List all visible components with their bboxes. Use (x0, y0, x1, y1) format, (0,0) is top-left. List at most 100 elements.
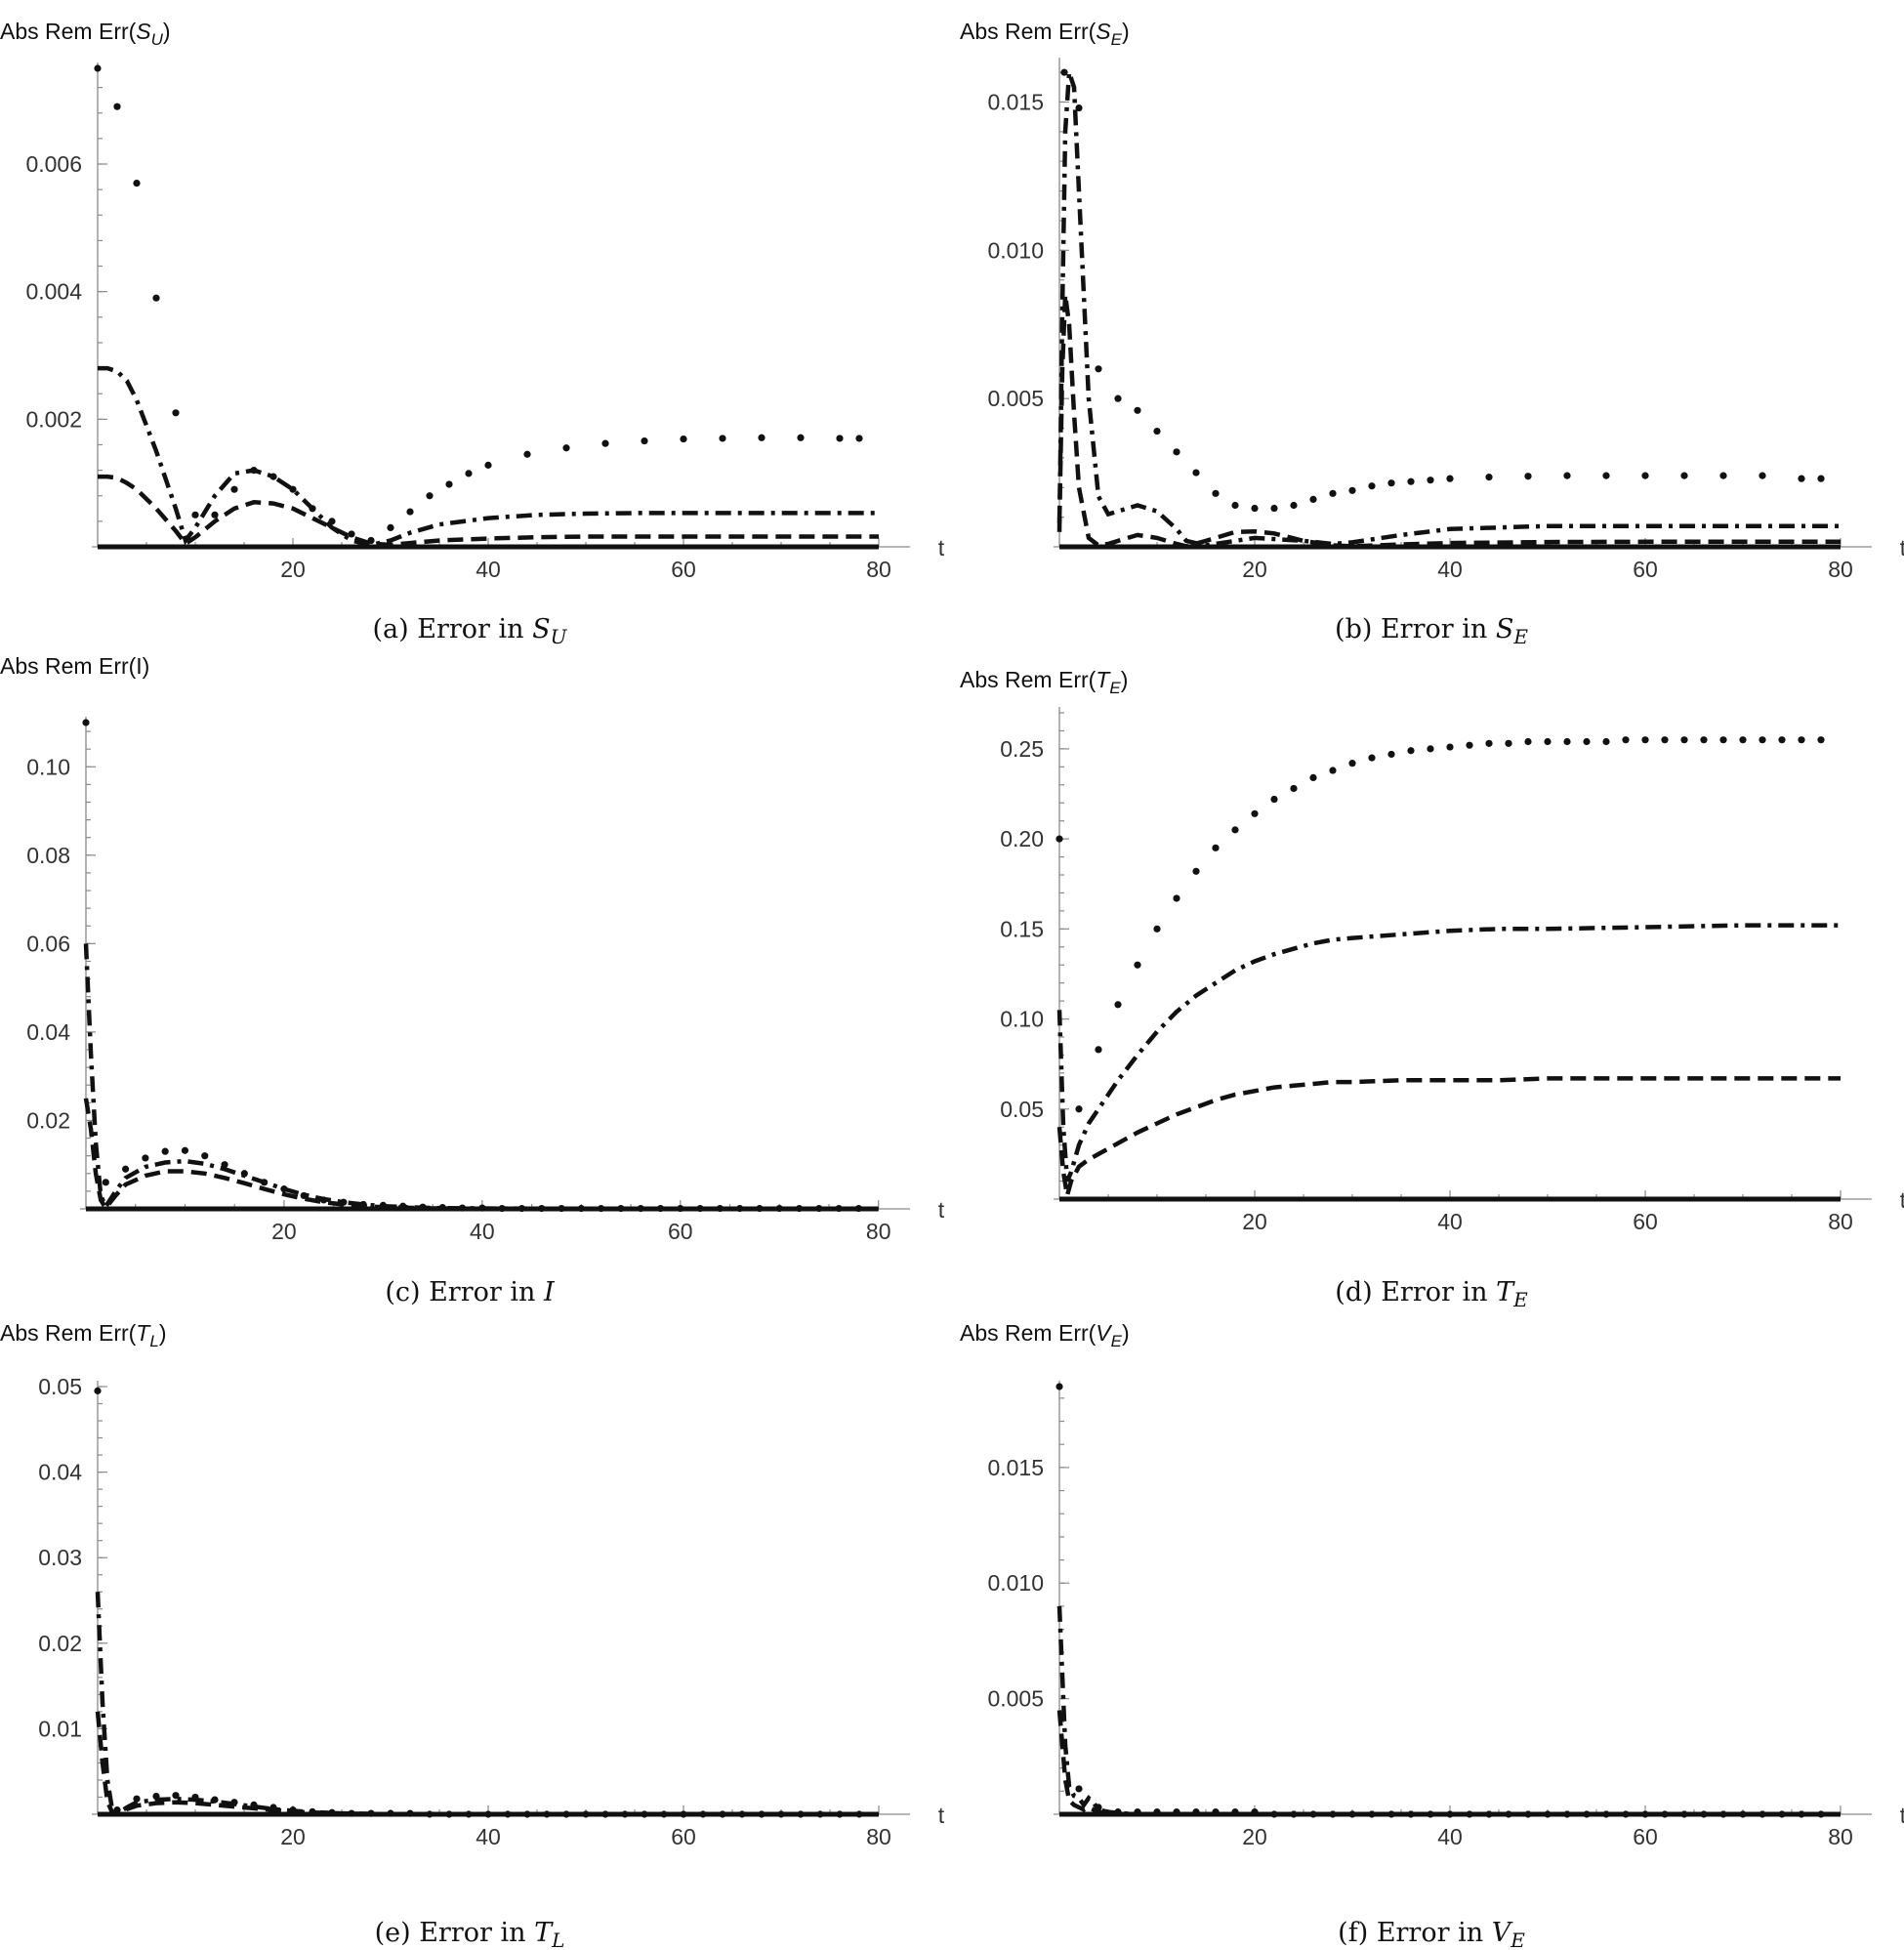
y-tick-label: 0.25 (1000, 736, 1044, 762)
series-dashed (1056, 1710, 1841, 1817)
x-tick-label: 60 (1633, 1824, 1658, 1849)
y-tick-label: 0.05 (38, 1374, 82, 1399)
y-axis-label: Abs Rem Err(VE) (960, 1320, 1130, 1350)
data-point (1075, 1785, 1083, 1793)
data-point (387, 523, 394, 532)
data-point (1114, 394, 1122, 402)
data-point (758, 434, 766, 441)
data-point (1817, 475, 1825, 482)
y-tick-label: 0.10 (26, 754, 70, 779)
data-point (1231, 826, 1239, 834)
x-tick-label: 20 (1242, 1209, 1267, 1234)
x-tick-label: 20 (1242, 557, 1267, 582)
data-point (133, 180, 141, 187)
data-point (1427, 745, 1434, 753)
series-dashed (1056, 1076, 1841, 1196)
data-point (1212, 844, 1220, 851)
data-point (1153, 427, 1161, 436)
y-axis-label: Abs Rem Err(SU) (0, 19, 171, 49)
y-tick-label: 0.02 (38, 1631, 82, 1656)
panel-c: 0.02 0.04 0.06 0.08 0.10 20 40 60 80 t Abs Rem Err… (0, 653, 945, 1307)
data-point (484, 461, 492, 469)
data-point (1270, 504, 1278, 513)
data-point (1134, 961, 1141, 969)
x-tick-label: 20 (271, 1219, 297, 1244)
data-point (1778, 736, 1786, 744)
data-point (1348, 486, 1356, 494)
data-point (1544, 737, 1552, 746)
data-point (1329, 489, 1337, 497)
panel-caption: (c) Error in I (385, 1277, 556, 1307)
panel-caption: (d) Error in TE (1335, 1277, 1528, 1311)
data-point (113, 103, 121, 110)
data-point (1173, 448, 1180, 456)
data-point (1485, 474, 1493, 481)
data-point (1466, 741, 1473, 749)
data-point (1427, 477, 1434, 484)
y-tick-label: 0.04 (38, 1460, 82, 1485)
data-point (601, 439, 609, 447)
series-dash-dot (1056, 1605, 1841, 1817)
data-point (1485, 739, 1493, 747)
y-axis-label: Abs Rem Err(TL) (0, 1320, 167, 1350)
data-point (1798, 475, 1805, 482)
data-point (181, 1146, 189, 1154)
data-point (348, 530, 355, 538)
series-dash-dot (1056, 923, 1841, 1182)
data-point (1134, 406, 1141, 414)
data-point (445, 480, 453, 488)
x-tick-label: 80 (866, 1824, 891, 1849)
y-tick-label: 0.08 (26, 843, 70, 868)
data-point (152, 294, 160, 302)
data-point (426, 492, 434, 500)
x-axis-label: t (1900, 1187, 1904, 1213)
data-point (465, 470, 473, 477)
data-point (82, 719, 90, 726)
y-axis-label: Abs Rem Err(TE) (960, 667, 1128, 697)
data-point (1700, 736, 1708, 744)
data-point (719, 435, 726, 442)
data-point (1759, 736, 1766, 744)
x-tick-label: 20 (280, 1824, 306, 1849)
data-point (1407, 747, 1415, 755)
data-point (641, 436, 648, 445)
y-tick-label: 0.05 (1000, 1097, 1044, 1122)
data-point (1270, 795, 1278, 804)
data-point (142, 1154, 149, 1162)
data-point (1060, 68, 1068, 76)
y-tick-label: 0.005 (987, 386, 1044, 411)
data-point (1212, 489, 1220, 497)
data-point (1602, 472, 1610, 479)
data-point (1680, 736, 1688, 744)
data-point (94, 1387, 102, 1394)
series-dash-dot (95, 1592, 879, 1817)
data-point (1231, 501, 1239, 510)
data-point (1173, 894, 1180, 902)
data-point (1719, 472, 1727, 479)
data-point (1622, 736, 1630, 744)
y-tick-label: 0.02 (26, 1107, 70, 1133)
panel-d: 0.05 0.10 0.15 0.20 0.25 20 40 60 80 t Abs Rem Err… (960, 667, 1904, 1311)
x-tick-label: 40 (476, 557, 501, 582)
data-point (1153, 925, 1161, 933)
panel-b: 0.005 0.010 0.015 20 40 60 80 t Abs Rem Err(SE) (… (960, 19, 1904, 648)
series-dash-dot (98, 365, 879, 548)
data-point (1055, 1383, 1063, 1390)
x-tick-label: 60 (1633, 1209, 1658, 1234)
data-point (1329, 767, 1337, 774)
data-point (1387, 479, 1395, 487)
data-point (406, 508, 414, 516)
data-point (1095, 1046, 1102, 1054)
panel-e: 0.01 0.02 0.03 0.04 0.05 20 40 60 80 t Abs Rem Err… (0, 1320, 945, 1950)
panel-a: 0.002 0.004 0.006 20 40 60 80 t Abs Rem Err(SU) (… (0, 19, 945, 648)
data-point (1075, 1105, 1083, 1113)
y-tick-label: 0.01 (38, 1716, 82, 1741)
x-tick-label: 20 (280, 557, 306, 582)
data-point (1798, 736, 1805, 744)
y-tick-label: 0.002 (25, 406, 82, 432)
data-point (1759, 472, 1766, 479)
panel-f: 0.005 0.010 0.015 20 40 60 80 t Abs Rem Err(VE) (… (960, 1320, 1904, 1950)
series-dashed (98, 474, 879, 548)
x-tick-label: 20 (1242, 1824, 1267, 1849)
